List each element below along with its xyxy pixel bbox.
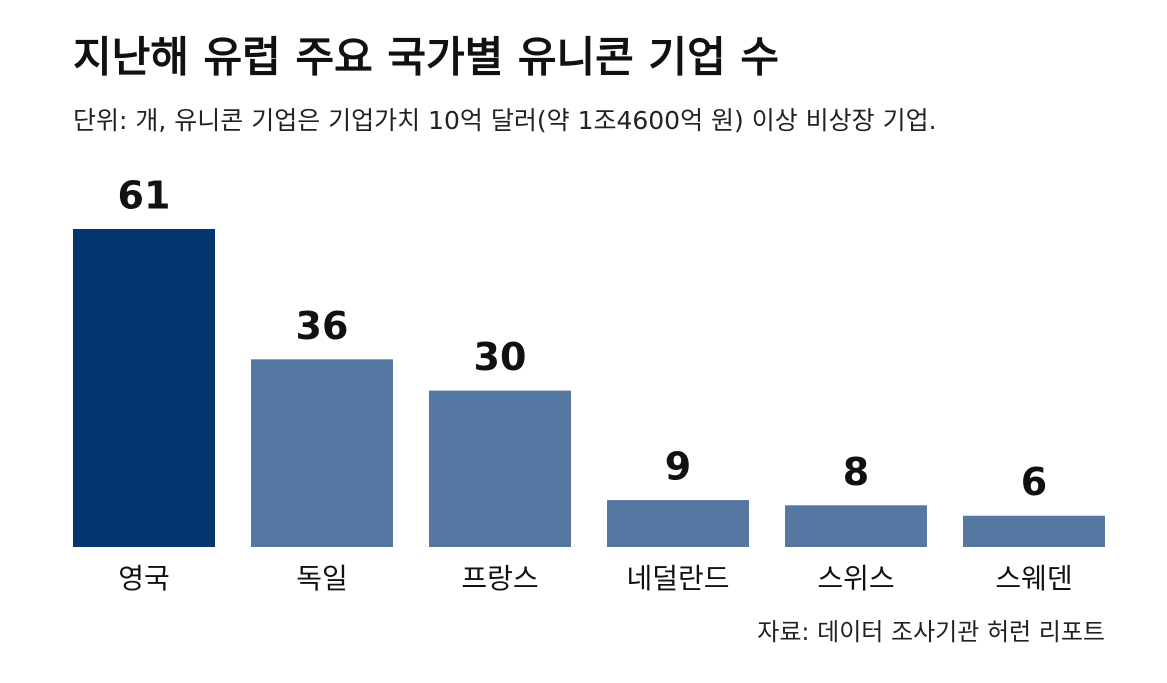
value-label: 30: [474, 335, 527, 379]
chart-title: 지난해 유럽 주요 국가별 유니콘 기업 수: [73, 33, 779, 82]
x-tick-label: 프랑스: [461, 562, 538, 595]
source-note: 자료: 데이터 조사기관 허런 리포트: [757, 618, 1105, 646]
bar: [963, 515, 1105, 547]
value-label: 36: [296, 304, 349, 348]
chart-subtitle: 단위: 개, 유니콘 기업은 기업가치 10억 달러(약 1조4600억 원) …: [73, 106, 937, 135]
value-label: 8: [843, 450, 869, 494]
x-tick-label: 네덜란드: [626, 562, 729, 595]
value-label: 9: [665, 445, 691, 489]
x-tick-label: 스위스: [817, 562, 894, 595]
bar: [251, 359, 393, 547]
x-tick-label: 영국: [118, 562, 170, 595]
x-tick-label: 스웨덴: [995, 562, 1072, 595]
value-label: 6: [1021, 460, 1047, 504]
value-label: 61: [118, 174, 171, 218]
bar: [73, 229, 215, 547]
bar: [607, 500, 749, 547]
bar: [785, 505, 927, 547]
x-tick-label: 독일: [296, 562, 348, 595]
bar: [429, 390, 571, 547]
